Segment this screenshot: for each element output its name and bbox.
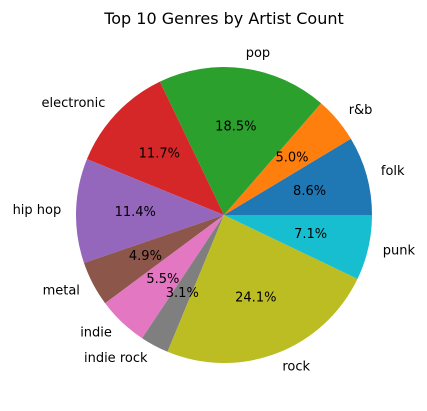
pie-slice-rock (167, 215, 358, 363)
slice-percent-indie-rock: 3.1% (166, 286, 199, 301)
pie-slice-electronic (86, 81, 224, 215)
pie-slice-punk (224, 215, 372, 279)
slice-percent-metal: 4.9% (129, 249, 162, 264)
slice-label-hip-hop: hip hop (13, 203, 62, 218)
slice-label-indie-rock: indie rock (84, 351, 148, 366)
slice-percent-indie: 5.5% (146, 272, 179, 287)
chart-title: Top 10 Genres by Artist Count (103, 9, 344, 28)
slice-label-rock: rock (282, 359, 310, 374)
pie-slice-indie (105, 215, 224, 339)
pie-slice-indie-rock (142, 215, 224, 352)
slice-label-r-b: r&b (349, 103, 373, 118)
pie-slice-hip-hop (75, 159, 224, 263)
slice-label-electronic: electronic (42, 96, 106, 111)
pie-slice-pop (159, 67, 322, 215)
slice-percent-hip-hop: 11.4% (115, 205, 156, 220)
slice-percent-punk: 7.1% (294, 227, 327, 242)
pie-slice-r-b (224, 103, 351, 215)
pie-slice-folk (224, 138, 372, 215)
slice-percent-pop: 18.5% (215, 119, 256, 134)
slice-percent-r-b: 5.0% (276, 150, 309, 165)
slice-percent-electronic: 11.7% (139, 147, 180, 162)
slice-label-folk: folk (381, 164, 405, 179)
slice-percent-rock: 24.1% (235, 290, 276, 305)
slice-label-punk: punk (383, 244, 416, 259)
slice-label-indie: indie (80, 326, 112, 341)
slice-label-pop: pop (246, 46, 270, 61)
pie-slice-metal (83, 215, 224, 304)
slice-label-metal: metal (43, 283, 80, 298)
slice-percent-folk: 8.6% (293, 184, 326, 199)
pie-labels: folk 8.6% r&b 5.0% pop 18.5% electronic 11.7% hi… (13, 46, 416, 374)
pie-slices (75, 67, 372, 363)
